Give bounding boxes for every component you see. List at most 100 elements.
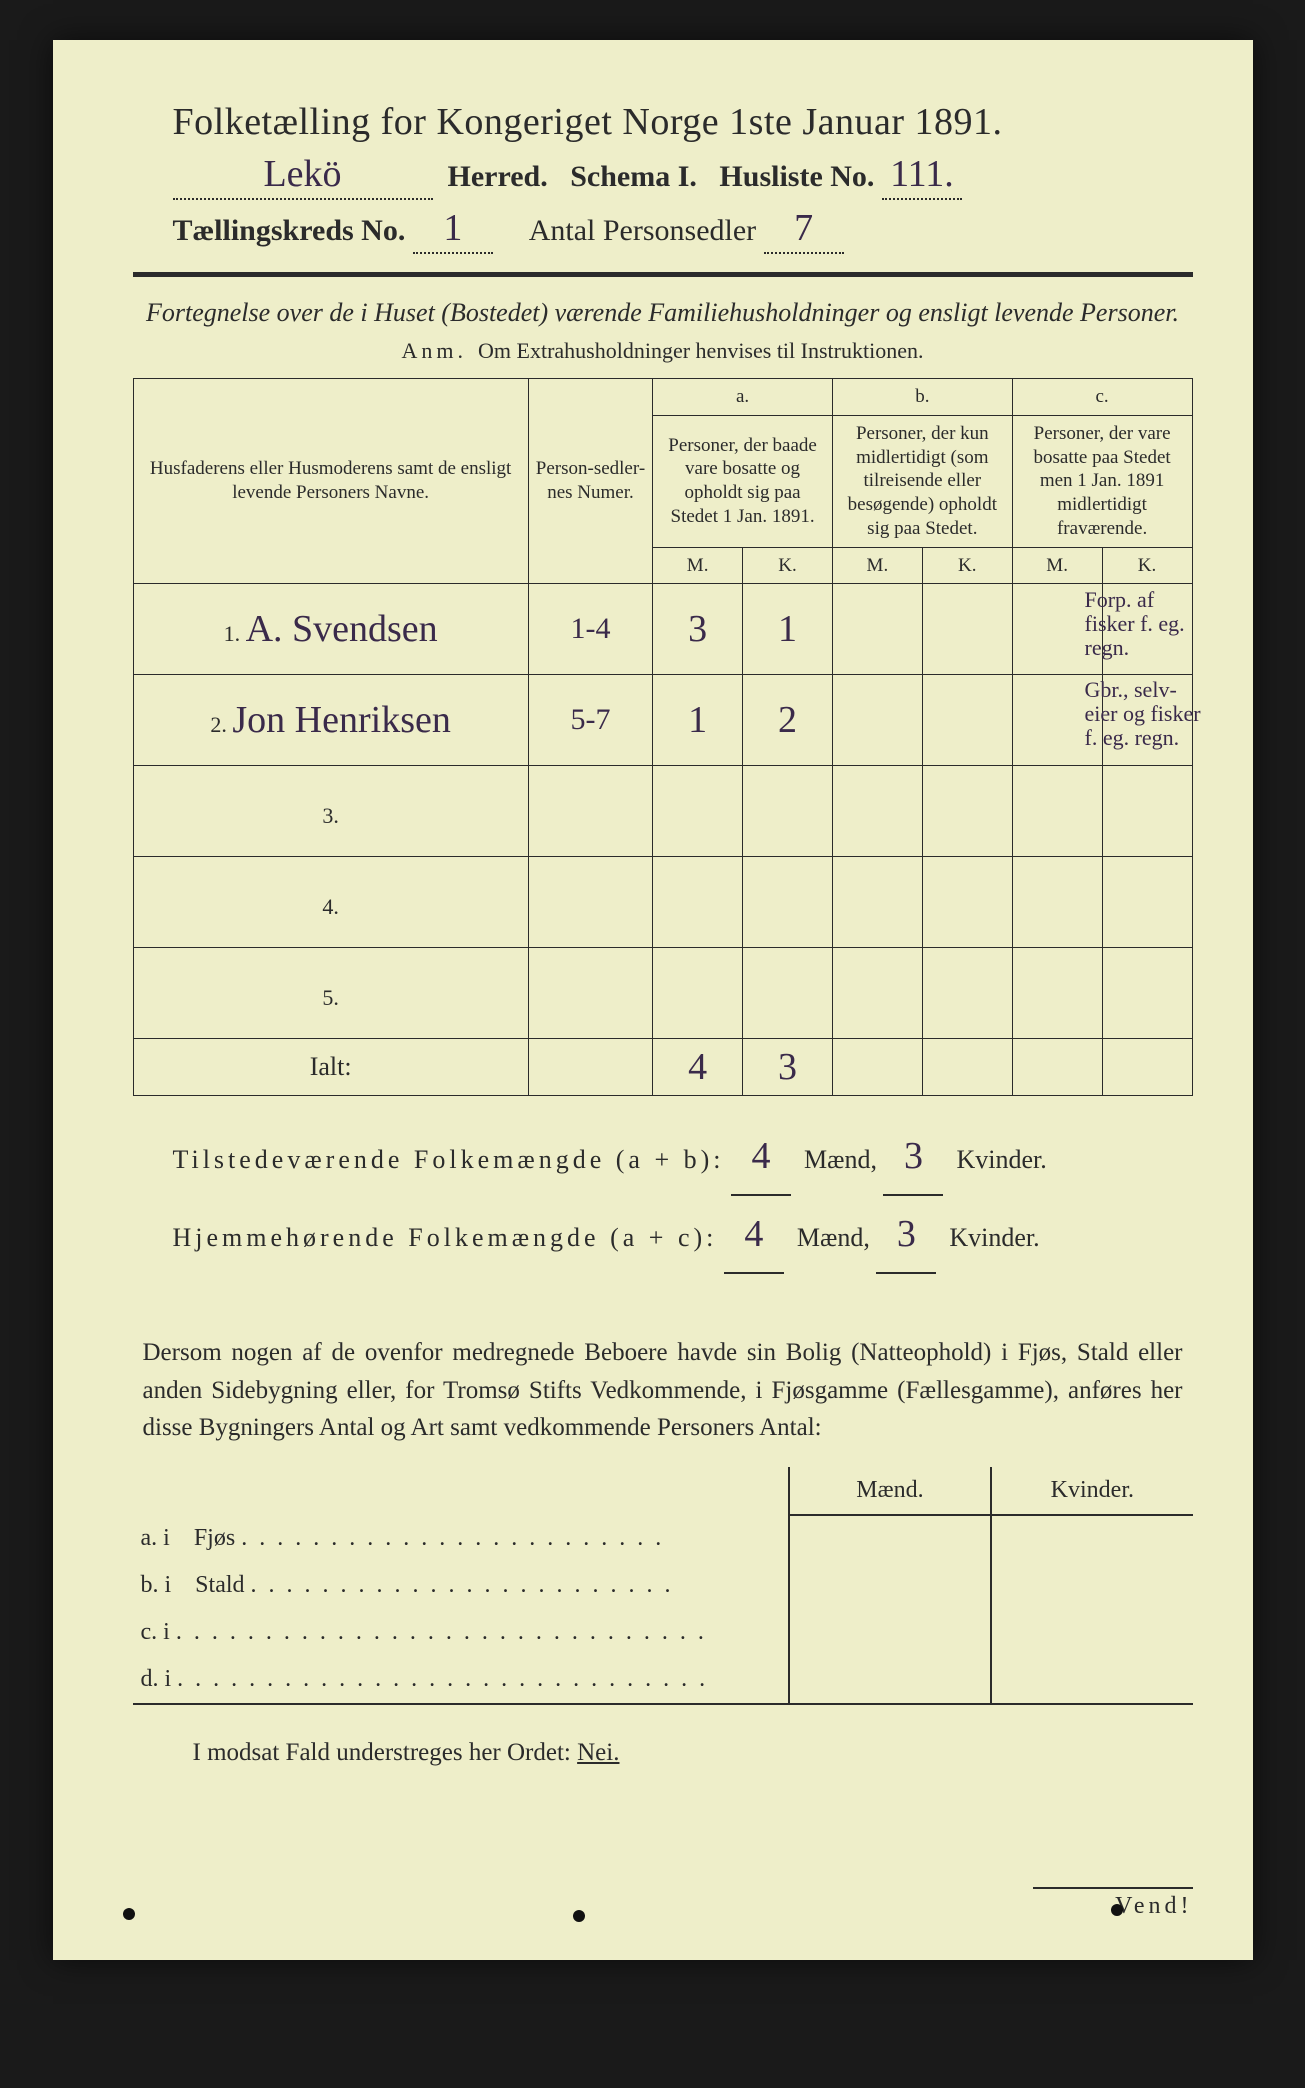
summary-2-k: 3 [876, 1196, 936, 1274]
dots: . . . . . . . . . . . . . . . . . . . . … [241, 1525, 664, 1551]
ialt-k: 3 [743, 1039, 833, 1096]
col-header-num: Person-sedler-nes Numer. [528, 379, 652, 584]
lower-maend-header: Mænd. [789, 1467, 991, 1515]
lower-row: a. i Fjøs . . . . . . . . . . . . . . . … [133, 1515, 1193, 1562]
lower-k [991, 1515, 1192, 1562]
row-num: 5-7 [528, 675, 652, 766]
dots: . . . . . . . . . . . . . . . . . . . . … [251, 1572, 674, 1598]
col-c-m: M. [1012, 547, 1102, 584]
row-a-k [743, 766, 833, 857]
row-b-m [832, 766, 922, 857]
summary-2-label: Hjemmehørende Folkemængde (a + c): [173, 1223, 718, 1252]
row-b-m [832, 584, 922, 675]
lower-row: c. i . . . . . . . . . . . . . . . . . .… [133, 1609, 1193, 1656]
modsat-nei: Nei. [577, 1739, 619, 1766]
paragraph-text: Dersom nogen af de ovenfor medregnede Be… [143, 1334, 1183, 1447]
lower-m [789, 1656, 991, 1704]
row-num [528, 857, 652, 948]
col-group-c-desc: Personer, der vare bosatte paa Stedet me… [1012, 415, 1192, 547]
lower-k [991, 1656, 1192, 1704]
summary-block: Tilstedeværende Folkemængde (a + b): 4 M… [173, 1118, 1193, 1274]
row-idx: 5. [322, 985, 339, 1010]
lower-m [789, 1609, 991, 1656]
personsedler-label: Antal Personsedler [529, 214, 756, 247]
lower-row-lbl: c. i [141, 1619, 170, 1645]
summary-2-m: 4 [724, 1196, 784, 1274]
row-a-k: 2 [743, 675, 833, 766]
row-num [528, 766, 652, 857]
table-row: 5. [133, 948, 1192, 1039]
row-b-k [922, 675, 1012, 766]
margin-note-1: Forp. af fisker f. eg. regn. [1085, 588, 1205, 661]
row-c-m [1012, 766, 1102, 857]
lower-m [789, 1562, 991, 1609]
lower-kvinder-header: Kvinder. [991, 1467, 1192, 1515]
col-a-k: K. [743, 547, 833, 584]
row-b-m [832, 857, 922, 948]
herred-label: Herred. [448, 160, 548, 193]
instruction-line-2: Anm. Om Extrahusholdninger henvises til … [133, 338, 1193, 364]
row-idx: 1. [224, 621, 241, 646]
instruction-2-text: Om Extrahusholdninger henvises til Instr… [478, 338, 923, 363]
row-idx: 4. [322, 894, 339, 919]
dots: . . . . . . . . . . . . . . . . . . . . … [177, 1666, 708, 1692]
col-c-k: K. [1102, 547, 1192, 584]
summary-line-2: Hjemmehørende Folkemængde (a + c): 4 Mæn… [173, 1196, 1193, 1274]
kreds-value: 1 [413, 206, 493, 254]
lower-row: b. i Stald . . . . . . . . . . . . . . .… [133, 1562, 1193, 1609]
col-group-a-label: a. [653, 379, 833, 416]
row-c-k [1102, 766, 1192, 857]
main-table-wrapper: Husfaderens eller Husmoderens samt de en… [133, 378, 1193, 1096]
table-row: 4. [133, 857, 1192, 948]
col-group-b-label: b. [832, 379, 1012, 416]
row-name: Jon Henriksen [232, 699, 450, 741]
summary-line-1: Tilstedeværende Folkemængde (a + b): 4 M… [173, 1118, 1193, 1196]
row-b-k [922, 857, 1012, 948]
header-line-2: Tællingskreds No. 1 Antal Personsedler 7 [173, 206, 1193, 254]
col-group-a-desc: Personer, der baade vare bosatte og opho… [653, 415, 833, 547]
kvinder-label: Kvinder. [949, 1223, 1039, 1252]
husliste-value: 111. [882, 152, 962, 200]
row-a-k: 1 [743, 584, 833, 675]
schema-label: Schema I. [570, 160, 697, 193]
table-row: 3. [133, 766, 1192, 857]
margin-note-2: Gbr., selv-eier og fisker f. eg. regn. [1085, 678, 1205, 751]
row-c-k [1102, 948, 1192, 1039]
modsat-prefix: I modsat Fald understreges her Ordet: [193, 1739, 571, 1766]
row-a-m [653, 857, 743, 948]
lower-row-name: Stald [195, 1572, 244, 1598]
husliste-label: Husliste No. [719, 160, 874, 193]
col-b-k: K. [922, 547, 1012, 584]
lower-k [991, 1609, 1192, 1656]
ialt-row: Ialt: 4 3 [133, 1039, 1192, 1096]
row-num [528, 948, 652, 1039]
ink-dot-icon [123, 1908, 135, 1920]
row-a-m [653, 766, 743, 857]
lower-row-lbl: a. i [141, 1525, 170, 1551]
col-header-names: Husfaderens eller Husmoderens samt de en… [133, 379, 528, 584]
row-b-m [832, 948, 922, 1039]
table-row: 2. Jon Henriksen 5-7 1 2 [133, 675, 1192, 766]
heavy-rule-1 [133, 272, 1193, 277]
row-b-k [922, 584, 1012, 675]
personsedler-value: 7 [764, 206, 844, 254]
main-table: Husfaderens eller Husmoderens samt de en… [133, 378, 1193, 1096]
ialt-m: 4 [653, 1039, 743, 1096]
row-a-k [743, 948, 833, 1039]
maend-label: Mænd, [804, 1145, 877, 1174]
instruction-1-text: Fortegnelse over de i Huset (Bostedet) v… [146, 298, 1179, 327]
row-a-k [743, 857, 833, 948]
row-a-m [653, 948, 743, 1039]
lower-row-name: Fjøs [194, 1525, 235, 1551]
header-line-1: Lekö Herred. Schema I. Husliste No. 111. [173, 152, 1193, 200]
col-group-c-label: c. [1012, 379, 1192, 416]
instruction-line-1: Fortegnelse over de i Huset (Bostedet) v… [133, 295, 1193, 330]
row-num: 1-4 [528, 584, 652, 675]
ialt-label: Ialt: [133, 1039, 528, 1096]
kvinder-label: Kvinder. [956, 1145, 1046, 1174]
row-b-k [922, 948, 1012, 1039]
col-b-m: M. [832, 547, 922, 584]
vend-label: Vend! [1033, 1887, 1193, 1920]
lower-m [789, 1515, 991, 1562]
table-row: 1. A. Svendsen 1-4 3 1 [133, 584, 1192, 675]
